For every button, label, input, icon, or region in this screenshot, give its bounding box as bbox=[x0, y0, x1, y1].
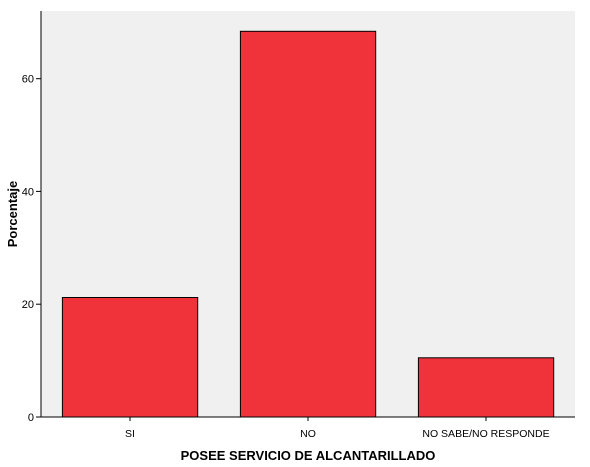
bars-group bbox=[61, 30, 555, 418]
bar-1 bbox=[239, 30, 377, 418]
y-tick-label: 20 bbox=[22, 299, 34, 311]
y-tick-label: 60 bbox=[22, 74, 34, 86]
y-tick-label: 0 bbox=[28, 412, 34, 424]
x-axis-title: POSEE SERVICIO DE ALCANTARILLADO bbox=[181, 448, 436, 462]
bar-0 bbox=[61, 297, 199, 418]
x-tick-label: SI bbox=[125, 428, 135, 440]
x-ticks-group: SI NO NO SABE/NO RESPONDE bbox=[125, 417, 550, 440]
x-tick-label: NO bbox=[300, 428, 316, 440]
y-tick-label: 40 bbox=[22, 186, 34, 198]
y-axis-title: Porcentaje bbox=[5, 181, 20, 247]
bar-2 bbox=[417, 357, 555, 418]
x-tick-label: NO SABE/NO RESPONDE bbox=[422, 428, 549, 440]
y-ticks-group: 0 20 40 60 bbox=[22, 74, 41, 424]
